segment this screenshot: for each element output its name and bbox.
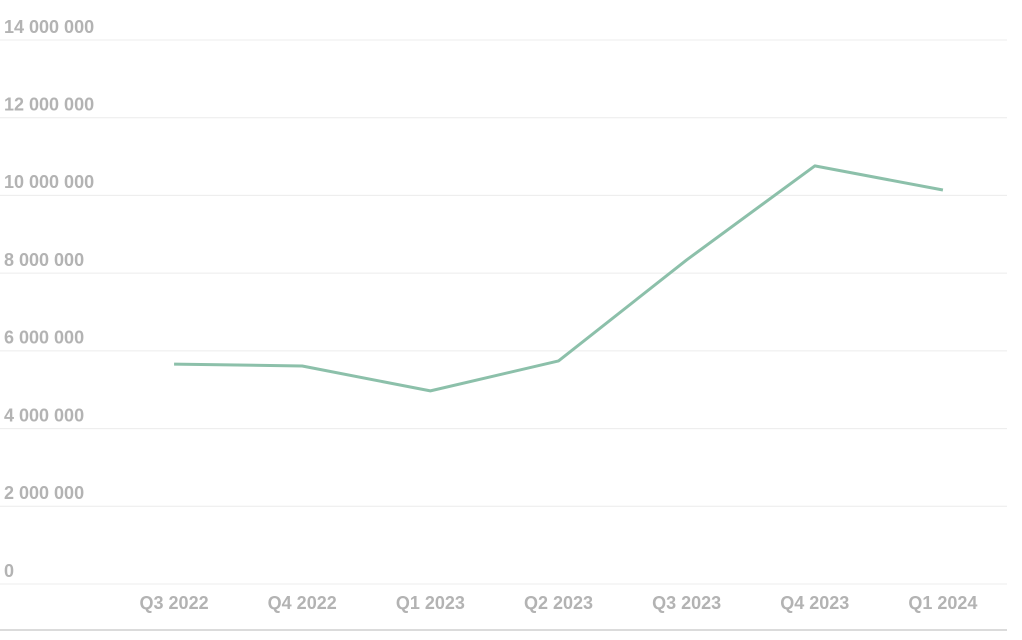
y-tick-label: 6 000 000: [4, 328, 84, 348]
line-series: [174, 164, 944, 393]
x-tick-label: Q2 2023: [524, 593, 593, 613]
x-tick-label: Q1 2024: [908, 593, 977, 613]
x-tick-label: Q1 2023: [396, 593, 465, 613]
x-tick-label: Q4 2023: [780, 593, 849, 613]
y-tick-label: 8 000 000: [4, 250, 84, 270]
x-tick-label: Q4 2022: [268, 593, 337, 613]
y-tick-label: 14 000 000: [4, 17, 94, 37]
x-tick-label: Q3 2022: [140, 593, 209, 613]
y-tick-label: 12 000 000: [4, 94, 94, 114]
y-tick-label: 0: [4, 561, 14, 581]
y-tick-label: 4 000 000: [4, 405, 84, 425]
y-tick-label: 2 000 000: [4, 483, 84, 503]
y-tick-label: 10 000 000: [4, 172, 94, 192]
x-tick-label: Q3 2023: [652, 593, 721, 613]
